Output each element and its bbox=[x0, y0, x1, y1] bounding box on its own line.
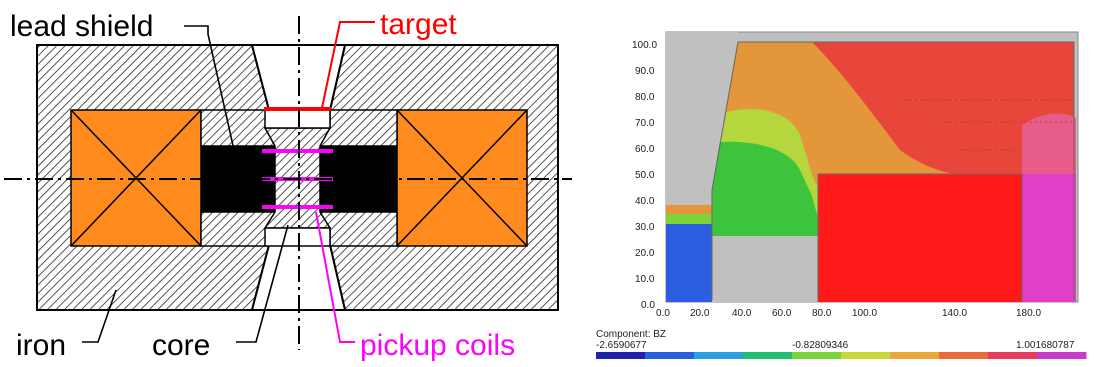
colorbar-segment bbox=[1037, 352, 1087, 359]
x-tick: 0.0 bbox=[656, 308, 670, 319]
y-tick: 50.0 bbox=[635, 170, 655, 181]
x-tick: 80.0 bbox=[812, 308, 832, 319]
colorbar-segment bbox=[841, 352, 891, 359]
colorbar-segment bbox=[743, 352, 793, 359]
magnet-cross-section bbox=[4, 16, 572, 350]
field-simulation-plot bbox=[665, 31, 1079, 303]
component-label: Component: BZ bbox=[596, 329, 666, 340]
leader-lead-shield bbox=[184, 25, 235, 151]
scale-mid: -0.82809346 bbox=[792, 340, 849, 351]
region-magenta bbox=[1022, 174, 1076, 302]
colorbar-segment bbox=[988, 352, 1038, 359]
label-core: core bbox=[152, 329, 210, 362]
y-tick: 10.0 bbox=[635, 274, 655, 285]
leader-iron bbox=[82, 289, 117, 343]
label-target: target bbox=[380, 8, 457, 41]
region-pink bbox=[1022, 113, 1076, 174]
leader-core bbox=[236, 224, 289, 343]
y-tick: 40.0 bbox=[635, 196, 655, 207]
colorbar-segment bbox=[596, 352, 646, 359]
colorbar-segment bbox=[890, 352, 940, 359]
x-tick: 60.0 bbox=[772, 308, 792, 319]
y-tick: 0.0 bbox=[641, 300, 655, 311]
y-tick: 60.0 bbox=[635, 144, 655, 155]
scale-min: -2.6590677 bbox=[596, 340, 647, 351]
region-blue bbox=[666, 224, 712, 302]
colorbar-segment bbox=[792, 352, 842, 359]
scale-max: 1.001680787 bbox=[1016, 340, 1075, 351]
y-tick: 100.0 bbox=[632, 40, 657, 51]
leader-pickup bbox=[315, 211, 355, 343]
region-gray-wedge bbox=[666, 32, 738, 205]
x-tick: 180.0 bbox=[1016, 308, 1041, 319]
y-tick: 20.0 bbox=[635, 248, 655, 259]
region-bright-red bbox=[818, 174, 1022, 302]
region-left-strip-yellow bbox=[666, 205, 712, 214]
x-tick: 140.0 bbox=[942, 308, 967, 319]
label-iron: iron bbox=[16, 329, 66, 362]
colorbar-segment bbox=[694, 352, 744, 359]
label-lead-shield: lead shield bbox=[10, 10, 153, 43]
colorbar-segment bbox=[645, 352, 695, 359]
x-tick: 40.0 bbox=[732, 308, 752, 319]
y-tick: 80.0 bbox=[635, 92, 655, 103]
region-gray-lower bbox=[712, 236, 818, 302]
y-tick: 30.0 bbox=[635, 222, 655, 233]
y-tick: 90.0 bbox=[635, 66, 655, 77]
colorbar-segment bbox=[939, 352, 989, 359]
region-left-strip-green bbox=[666, 214, 712, 224]
y-tick-labels: 100.0 90.0 80.0 70.0 60.0 50.0 40.0 30.0… bbox=[632, 40, 657, 311]
x-tick: 20.0 bbox=[690, 308, 710, 319]
x-tick: 100.0 bbox=[852, 308, 877, 319]
leader-target bbox=[321, 21, 375, 109]
colorbar bbox=[596, 352, 1087, 359]
y-tick: 70.0 bbox=[635, 118, 655, 129]
x-tick-labels: 0.0 20.0 40.0 60.0 80.0 100.0 140.0 180.… bbox=[656, 308, 1041, 319]
label-pickup-coils: pickup coils bbox=[360, 329, 515, 362]
